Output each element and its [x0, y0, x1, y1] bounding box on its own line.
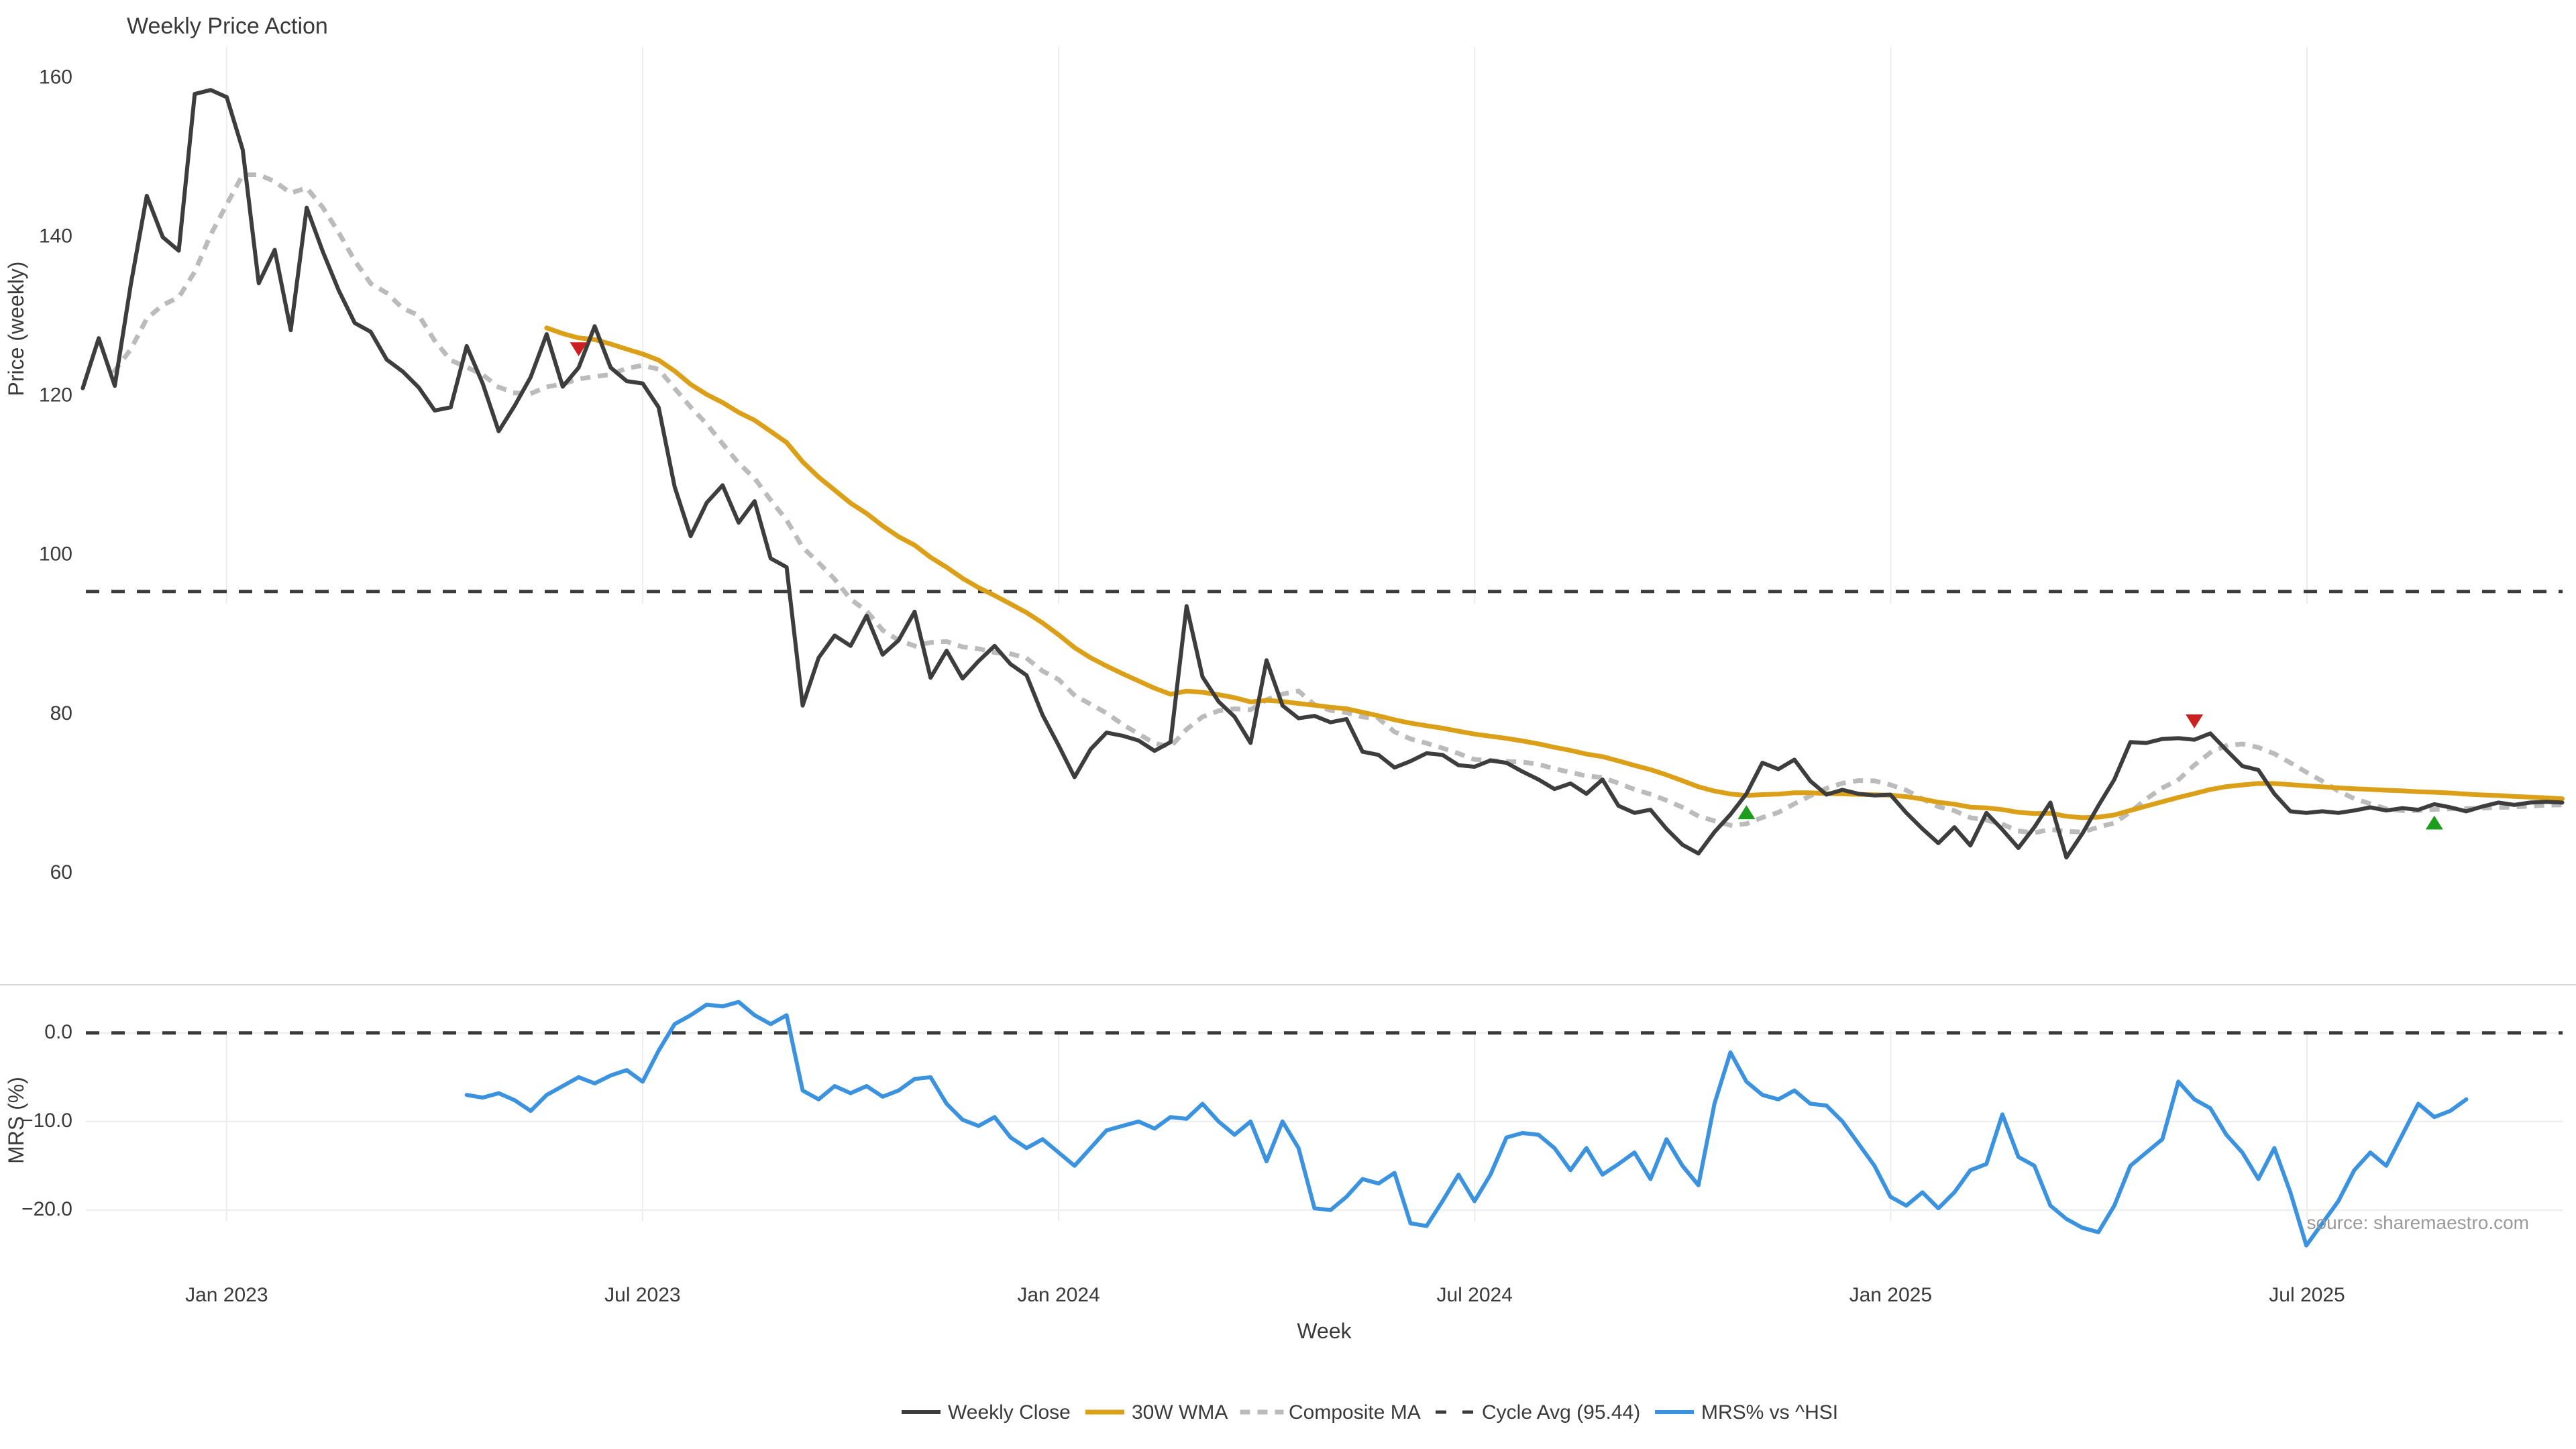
- svg-text:Jan 2025: Jan 2025: [1849, 1284, 1932, 1306]
- svg-text:Cycle Avg (95.44): Cycle Avg (95.44): [1482, 1401, 1640, 1424]
- svg-text:140: 140: [39, 225, 72, 248]
- svg-text:Week: Week: [1297, 1319, 1352, 1343]
- svg-text:60: 60: [50, 861, 72, 883]
- svg-text:Jul 2024: Jul 2024: [1436, 1284, 1512, 1306]
- svg-text:Price (weekly): Price (weekly): [4, 262, 28, 396]
- svg-text:−10.0: −10.0: [21, 1110, 72, 1132]
- svg-text:160: 160: [39, 66, 72, 88]
- svg-text:−20.0: −20.0: [21, 1198, 72, 1220]
- svg-text:80: 80: [50, 702, 72, 724]
- svg-text:Jul 2025: Jul 2025: [2269, 1284, 2345, 1306]
- svg-text:30W WMA: 30W WMA: [1132, 1401, 1228, 1424]
- svg-text:120: 120: [39, 384, 72, 407]
- svg-text:Jan 2023: Jan 2023: [185, 1284, 268, 1306]
- svg-text:source: sharemaestro.com: source: sharemaestro.com: [2307, 1212, 2529, 1233]
- svg-text:Jul 2023: Jul 2023: [604, 1284, 680, 1306]
- svg-text:Jan 2024: Jan 2024: [1017, 1284, 1099, 1306]
- svg-text:100: 100: [39, 543, 72, 566]
- svg-text:Composite MA: Composite MA: [1289, 1401, 1421, 1424]
- svg-text:0.0: 0.0: [44, 1021, 72, 1043]
- svg-text:MRS (%): MRS (%): [4, 1077, 28, 1164]
- svg-text:Weekly Close: Weekly Close: [948, 1401, 1071, 1424]
- svg-text:MRS% vs ^HSI: MRS% vs ^HSI: [1701, 1401, 1838, 1424]
